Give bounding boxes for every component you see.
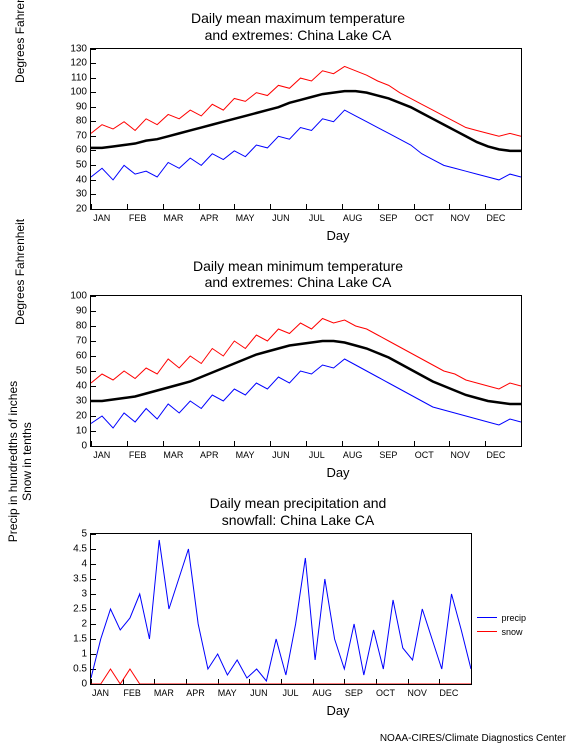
y-tick-label: 90 [76,101,91,112]
y-tick-label: 0.5 [73,663,91,674]
x-tick-label: FEB [129,446,147,460]
y-tick-label: 3 [81,588,91,599]
y-tick-label: 50 [76,159,91,170]
legend: precip snow [477,609,526,641]
x-tick-label: SEP [379,209,397,223]
y-tick-label: 30 [76,189,91,200]
x-tick-label: MAR [163,209,183,223]
y-axis-label: Degrees Fahrenheit [13,219,27,325]
x-tick-label: MAY [218,684,237,698]
x-tick-label: SEP [379,446,397,460]
y-tick-label: 20 [76,411,91,422]
y-tick-label: 80 [76,116,91,127]
legend-item-snow: snow [477,627,526,637]
y-tick-label: 0 [81,678,91,689]
chart-title: Daily mean precipitation andsnowfall: Ch… [10,495,576,529]
x-tick-label: JUN [272,446,290,460]
x-tick-label: AUG [343,446,363,460]
plot-area: 0102030405060708090100JANFEBMARAPRMAYJUN… [90,295,522,447]
y-tick-label: 90 [76,306,91,317]
y-tick-label: 4.5 [73,543,91,554]
x-tick-label: JUL [282,684,298,698]
y-tick-label: 2 [81,618,91,629]
x-tick-label: OCT [376,684,395,698]
y-tick-label: 70 [76,130,91,141]
footer-credit: NOAA-CIRES/Climate Diagnostics Center [10,733,566,744]
x-tick-label: MAR [154,684,174,698]
y-tick-label: 5 [81,528,91,539]
x-tick-label: DEC [439,684,458,698]
x-tick-label: JUN [272,209,290,223]
x-tick-label: OCT [415,446,434,460]
y-tick-label: 60 [76,145,91,156]
y-tick-label: 4 [81,558,91,569]
y-tick-label: 10 [76,426,91,437]
chart-svg [91,296,521,446]
series-precip [91,540,471,681]
x-tick-label: MAY [236,209,255,223]
y-tick-label: 50 [76,366,91,377]
plot-area: 00.511.522.533.544.55JANFEBMARAPRMAYJUNJ… [90,533,472,685]
chart-0: Daily mean maximum temperatureand extrem… [10,10,576,243]
series-min-extreme [91,359,521,428]
y-tick-label: 30 [76,396,91,407]
x-tick-label: AUG [343,209,363,223]
plot-area: 2030405060708090100110120130JANFEBMARAPR… [90,48,522,210]
x-tick-label: JUN [250,684,268,698]
y-tick-label: 1 [81,648,91,659]
chart-svg [91,49,521,209]
x-tick-label: FEB [123,684,141,698]
x-tick-label: NOV [450,209,470,223]
y-axis-label: Degrees Fahrenheit [13,0,27,83]
x-tick-label: NOV [407,684,427,698]
y-axis-label: Precip in hundredths of inches Snow in t… [6,381,34,542]
series-min-extreme [91,110,521,180]
y-tick-label: 2.5 [73,603,91,614]
y-tick-label: 70 [76,336,91,347]
x-tick-label: DEC [486,209,505,223]
x-tick-label: JUL [309,209,325,223]
x-tick-label: JAN [93,209,110,223]
y-tick-label: 130 [70,43,91,54]
y-tick-label: 40 [76,174,91,185]
x-tick-label: MAY [236,446,255,460]
y-tick-label: 80 [76,321,91,332]
x-tick-label: APR [200,446,219,460]
x-axis-label: Day [90,228,576,243]
series-snow [91,669,471,684]
series-max-extreme [91,319,521,390]
chart-title: Daily mean minimum temperatureand extrem… [10,258,576,292]
x-tick-label: JAN [93,446,110,460]
x-tick-label: APR [200,209,219,223]
y-tick-label: 40 [76,381,91,392]
x-tick-label: APR [186,684,205,698]
x-tick-label: NOV [450,446,470,460]
x-tick-label: FEB [129,209,147,223]
chart-svg [91,534,471,684]
chart-title: Daily mean maximum temperatureand extrem… [10,10,576,44]
x-tick-label: MAR [163,446,183,460]
legend-item-precip: precip [477,613,526,623]
y-tick-label: 60 [76,351,91,362]
y-tick-label: 120 [70,58,91,69]
series-mean [91,91,521,151]
y-tick-label: 0 [81,441,91,452]
y-tick-label: 1.5 [73,633,91,644]
y-tick-label: 20 [76,203,91,214]
x-tick-label: SEP [345,684,363,698]
x-axis-label: Day [90,465,576,480]
y-tick-label: 100 [70,87,91,98]
y-tick-label: 3.5 [73,573,91,584]
x-axis-label: Day [90,703,576,718]
chart-2: Daily mean precipitation andsnowfall: Ch… [10,495,576,718]
y-tick-label: 100 [70,291,91,302]
x-tick-label: DEC [486,446,505,460]
x-tick-label: JAN [92,684,109,698]
y-tick-label: 110 [71,72,91,83]
x-tick-label: AUG [312,684,332,698]
series-max-extreme [91,66,521,136]
x-tick-label: OCT [415,209,434,223]
chart-1: Daily mean minimum temperatureand extrem… [10,258,576,481]
x-tick-label: JUL [309,446,325,460]
